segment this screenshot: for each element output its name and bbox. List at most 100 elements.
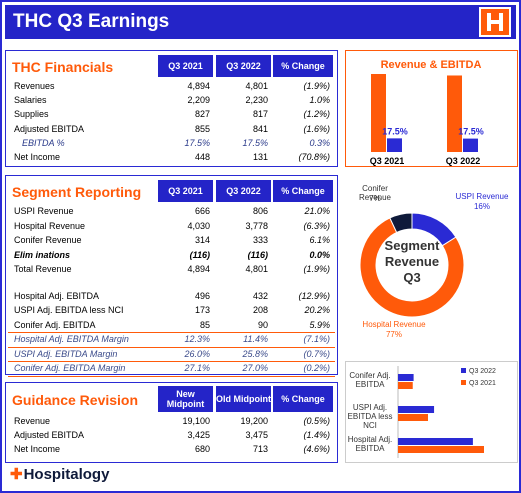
cell-value: 1.0%	[309, 95, 330, 106]
row-rule	[8, 346, 335, 348]
column-header: % Change	[273, 55, 333, 77]
cell-value: 20.2%	[304, 305, 330, 315]
donut-slice	[389, 212, 413, 234]
cell-value: 2,209	[187, 95, 210, 106]
row-label: Elim inations	[14, 249, 71, 260]
panel-title: THC Financials	[12, 59, 114, 75]
y-tick-label: Hospital Adj. EBITDA	[347, 435, 393, 453]
row-label: USPI Adj. EBITDA less NCI	[14, 305, 124, 315]
logo-icon	[479, 7, 511, 37]
cell-value: 3,778	[245, 220, 268, 231]
bar-chart: Revenue & EBITDA Q3 2021 17.5% Q3 2022 17.5%	[345, 50, 518, 167]
cell-value: (4.6%)	[303, 444, 330, 454]
row-label: EBITDA %	[22, 137, 65, 148]
cell-value: 448	[194, 152, 210, 162]
row-label: Hospital Revenue	[14, 220, 86, 231]
cell-value: 85	[199, 319, 210, 330]
cell-value: 855	[194, 123, 210, 134]
row-label: Hospital Adj. EBITDA	[14, 290, 100, 301]
cell-value: 208	[252, 305, 268, 315]
cell-value: 496	[194, 290, 210, 301]
row-label: Total Revenue	[14, 264, 72, 274]
column-header: New Midpoint	[158, 386, 213, 412]
legend-swatch	[461, 368, 466, 373]
row-label: Revenue	[14, 416, 51, 426]
slice-label: Hospital Revenue	[362, 320, 426, 329]
y-tick-label: Conifer Adj. EBITDA	[349, 371, 391, 389]
cell-value: (0.5%)	[303, 416, 330, 426]
slice-label: USPI Revenue	[455, 192, 509, 201]
row-label: Adjusted EBITDA	[14, 430, 85, 440]
column-header: Q3 2022	[216, 180, 271, 202]
row-label: Net Income	[14, 152, 61, 162]
cell-value: 841	[252, 123, 268, 134]
row-label: Net Income	[14, 444, 61, 454]
row-rule	[8, 332, 335, 333]
cell-value: (0.7%)	[303, 348, 330, 359]
cell-value: 4,801	[245, 264, 268, 274]
slice-value: 7%	[369, 194, 381, 203]
cell-value: (6.3%)	[303, 220, 330, 231]
cell-value: 806	[252, 206, 268, 216]
legend-label: Q3 2022	[469, 368, 496, 375]
cell-value: 666	[194, 206, 210, 216]
bar	[398, 382, 413, 389]
cell-value: 4,894	[187, 264, 210, 274]
legend-label: Q3 2021	[469, 380, 496, 387]
row-label: Hospital Adj. EBITDA Margin	[14, 334, 129, 344]
cell-value: 2,230	[245, 95, 268, 106]
slice-label: Conifer Revenue	[358, 184, 392, 202]
cell-value: 19,200	[240, 416, 268, 426]
header-bar: THC Q3 Earnings	[5, 5, 516, 39]
cell-value: 3,475	[245, 430, 268, 440]
panel-title: Segment Reporting	[12, 184, 142, 200]
column-header: Old Midpoint	[216, 386, 271, 412]
bar-annotation: 17.5%	[382, 126, 408, 136]
bar	[371, 74, 386, 152]
cell-value: 4,894	[187, 81, 210, 91]
slice-value: 16%	[473, 202, 490, 211]
legend-swatch	[461, 380, 466, 385]
bar	[398, 374, 414, 381]
cell-value: (0.2%)	[303, 363, 330, 373]
cell-value: (70.8%)	[298, 152, 330, 162]
cell-value: 27.0%	[242, 363, 268, 373]
cell-value: 680	[194, 444, 210, 454]
cell-value: 19,100	[182, 416, 210, 426]
cell-value: (12.9%)	[298, 290, 330, 301]
cell-value: 173	[194, 305, 210, 315]
cell-value: 21.0%	[304, 206, 330, 216]
cell-value: (116)	[189, 249, 210, 260]
cell-value: (1.2%)	[303, 109, 330, 120]
cell-value: 432	[252, 290, 268, 301]
cell-value: (1.9%)	[303, 264, 330, 274]
row-label: Salaries	[14, 95, 47, 106]
cell-value: 4,030	[187, 220, 210, 231]
cell-value: 11.4%	[243, 334, 268, 344]
row-label: Conifer Adj. EBITDA	[14, 319, 96, 330]
bar	[398, 446, 484, 453]
bar	[398, 438, 473, 445]
cell-value: 25.8%	[242, 348, 268, 359]
column-header: Q3 2022	[216, 55, 271, 77]
row-rule	[8, 375, 335, 377]
cell-value: 3,425	[187, 430, 210, 440]
row-label: USPI Adj. EBITDA Margin	[14, 348, 118, 359]
bar	[387, 138, 402, 152]
donut-chart	[359, 212, 465, 318]
column-header: Q3 2021	[158, 55, 213, 77]
row-label: Supplies	[14, 109, 49, 120]
cell-value: (1.9%)	[303, 81, 330, 91]
x-tick-label: Q3 2021	[370, 156, 405, 166]
donut-slice	[359, 217, 465, 318]
cell-value: 27.1%	[184, 363, 210, 373]
cell-value: 5.9%	[309, 319, 330, 330]
footer-brand: ✚ Hospitalogy	[10, 465, 110, 484]
row-label: Conifer Adj. EBITDA Margin	[14, 363, 126, 373]
cell-value: 0.3%	[309, 137, 330, 148]
cell-value: 26.0%	[184, 348, 210, 359]
cell-value: 827	[194, 109, 210, 120]
bar	[398, 406, 435, 413]
cell-value: 131	[252, 152, 268, 162]
